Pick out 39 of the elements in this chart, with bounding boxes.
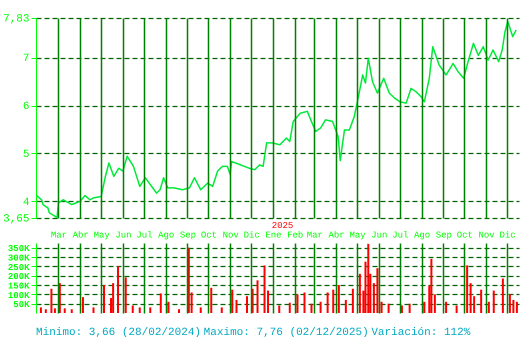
- y-tick-label: 50K: [13, 300, 30, 310]
- text: Minimo: 3,66 (28/02/2024): [36, 327, 202, 339]
- x-tick-label: Ene: [265, 230, 282, 240]
- text: Variación: 112%: [371, 327, 471, 339]
- y-tick-label: 4: [22, 196, 30, 209]
- x-tick-label: May: [349, 230, 366, 240]
- text: 2025: [272, 221, 294, 231]
- x-tick-label: Mar: [306, 230, 323, 240]
- x-tick-label: Mar: [50, 230, 68, 240]
- x-tick-label: Sep: [436, 230, 452, 240]
- text: Maximo: 7,76 (02/12/2025): [204, 327, 369, 339]
- x-tick-label: Sep: [180, 230, 196, 240]
- x-tick-label: Nov: [478, 230, 496, 240]
- x-tick-label: Ago: [414, 230, 430, 240]
- y-tick-label: 100K: [8, 290, 30, 301]
- x-tick-label: Jul: [136, 230, 153, 240]
- y-tick-label: 5: [22, 148, 30, 161]
- y-tick-label: 300K: [8, 254, 30, 264]
- x-tick-label: Abr: [72, 230, 89, 240]
- x-tick-label: Jun: [371, 230, 388, 240]
- y-tick-label: 6: [22, 101, 30, 114]
- x-tick-label: Jun: [115, 230, 132, 240]
- x-tick-label: Dic: [499, 230, 516, 240]
- x-tick-label: Dic: [244, 230, 260, 240]
- x-tick-label: Jul: [392, 230, 408, 240]
- x-tick-label: Oct: [200, 230, 218, 240]
- x-tick-label: Abr: [328, 230, 345, 240]
- y-tick-label: 3,65: [3, 214, 30, 226]
- x-tick-label: Ago: [158, 230, 174, 240]
- y-tick-label: 350K: [8, 244, 30, 254]
- x-tick-label: Nov: [222, 230, 240, 240]
- x-tick-label: Oct: [456, 230, 473, 240]
- x-tick-label: May: [94, 230, 110, 240]
- y-tick-label: 200K: [8, 272, 30, 282]
- y-tick-label: 7,83: [3, 14, 30, 26]
- y-tick-label: 7: [22, 53, 30, 66]
- x-tick-label: Feb: [287, 230, 304, 240]
- y-tick-label: 150K: [8, 282, 30, 292]
- y-tick-label: 250K: [8, 262, 30, 273]
